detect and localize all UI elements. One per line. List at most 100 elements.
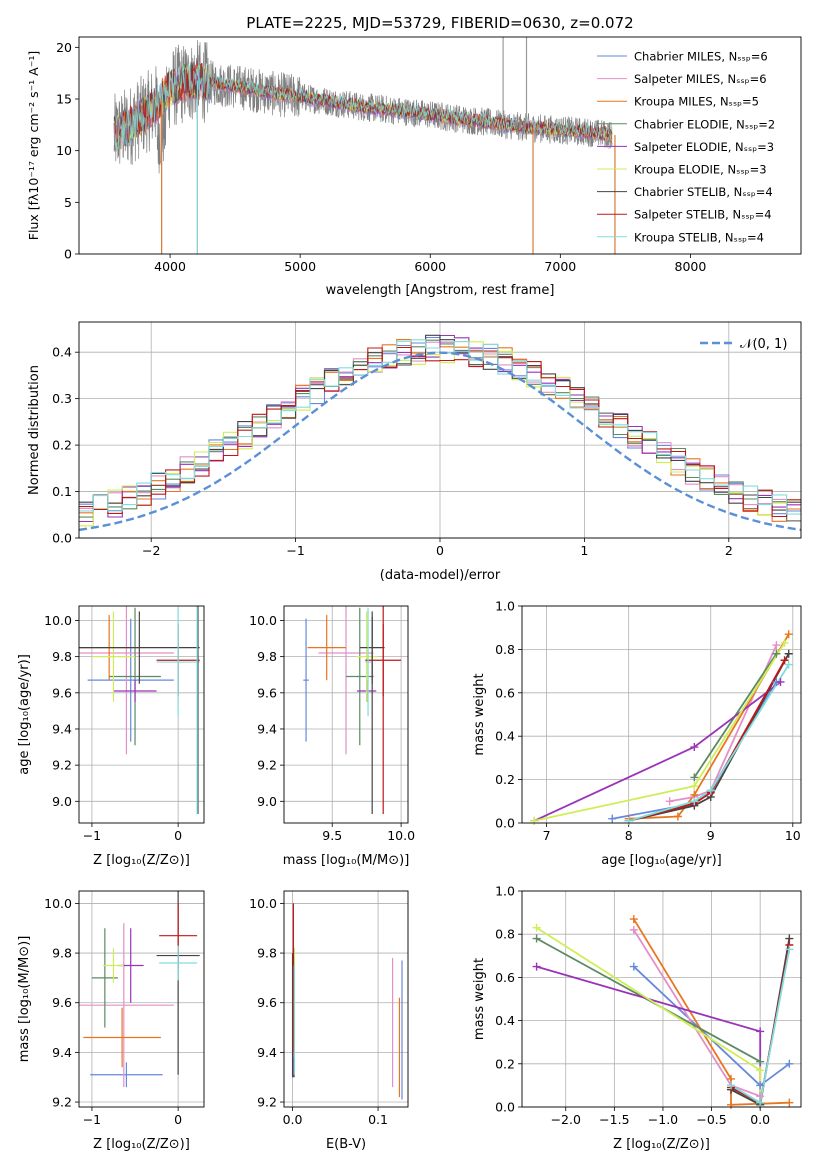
age_vs_mass-xlabel: mass [log₁₀(M/M⊙)]	[283, 853, 410, 868]
x-tick-label: −1	[83, 828, 101, 843]
y-tick-label: 9.0	[257, 794, 277, 809]
spectrum-model-line	[113, 59, 613, 148]
y-tick-label: 5	[64, 195, 72, 210]
axes-frame	[521, 890, 802, 1108]
weight-marker	[772, 649, 781, 658]
weight-line	[669, 644, 778, 803]
weight-marker	[629, 962, 638, 971]
mass_vs_ebv-points	[291, 903, 403, 1100]
weight_vs_Z-panel: −2.0 −1.5 −1.0 −0.5 0.0 0.0 0.2 0.4 0.6 0.8 1.0 Z […	[472, 884, 802, 1152]
weight-marker	[532, 923, 541, 932]
weight-marker	[780, 638, 789, 647]
x-tick-label: 0.0	[750, 1112, 770, 1127]
residuals-ylabel: Normed distribution	[27, 365, 42, 495]
y-tick-label: 20	[56, 40, 72, 55]
y-tick-label: 0.0	[495, 1100, 515, 1115]
x-tick-label: 9.5	[322, 828, 342, 843]
x-tick-label: 4000	[154, 259, 186, 274]
x-tick-label: 10	[785, 828, 801, 843]
legend-label: Chabrier MILES, Nₛₛₚ=6	[634, 50, 768, 64]
spectrum-ylabel: Flux [fλ10⁻¹⁷ erg cm⁻² s⁻¹ A⁻¹]	[26, 51, 41, 240]
weight-marker	[532, 934, 541, 943]
y-tick-label: 0.2	[52, 438, 72, 453]
weight-marker	[665, 797, 674, 806]
y-tick-label: 0.2	[495, 772, 515, 787]
y-tick-label: 0.4	[495, 729, 515, 744]
y-tick-label: 9.0	[52, 794, 72, 809]
weight-marker	[780, 656, 789, 665]
weight-marker	[624, 816, 633, 825]
y-tick-label: 9.8	[257, 946, 277, 961]
y-tick-label: 0.3	[52, 391, 72, 406]
x-tick-label: 6000	[414, 259, 446, 274]
x-tick-label: −0.5	[696, 1112, 726, 1127]
x-tick-label: 0.1	[368, 1112, 388, 1127]
histogram-line	[79, 339, 801, 515]
weight-marker	[784, 660, 793, 669]
y-tick-label: 10.0	[249, 896, 277, 911]
spectrum-model-line	[113, 61, 613, 151]
x-tick-label: −1.0	[648, 1112, 678, 1127]
spectrum-data	[113, 37, 616, 254]
age_vs_mass-points	[303, 606, 402, 814]
axes-frame	[283, 605, 409, 824]
weight-marker	[756, 1027, 765, 1036]
y-tick-label: 9.4	[257, 721, 277, 736]
x-tick-label: 7000	[544, 259, 576, 274]
legend-label: Salpeter MILES, Nₛₛₚ=6	[634, 72, 767, 86]
x-tick-label: 1	[580, 543, 588, 558]
x-tick-label: −1	[286, 543, 304, 558]
y-tick-label: 9.6	[257, 685, 277, 700]
weight-line	[628, 653, 790, 822]
y-tick-label: 9.4	[257, 1045, 277, 1060]
mass_vs_ebv-xlabel: E(B-V)	[326, 1137, 366, 1152]
weight-marker	[690, 797, 699, 806]
weight-marker	[727, 1081, 736, 1090]
x-tick-label: 0	[174, 828, 182, 843]
weight_vs_age-panel: 7 8 9 10 0.0 0.2 0.4 0.6 0.8 1.0 age [log₁₀(age/yr…	[472, 599, 802, 868]
weight_vs_Z-ylabel: mass weight	[472, 958, 487, 1040]
weight_vs_age-xlabel: age [log₁₀(age/yr)]	[601, 853, 722, 868]
y-tick-label: 9.2	[52, 1095, 72, 1110]
x-tick-label: 5000	[284, 259, 316, 274]
weight-marker	[690, 743, 699, 752]
mass_vs_Z-xlabel: Z [log₁₀(Z/Z⊙)]	[93, 1137, 190, 1152]
age_vs_Z-ylabel: age [log₁₀(age/yr)]	[17, 654, 32, 775]
spectrum-xlabel: wavelength [Angstrom, rest frame]	[326, 283, 555, 298]
spectrum-legend: Chabrier MILES, Nₛₛₚ=6 Salpeter MILES, Nₛ…	[597, 50, 775, 244]
y-tick-label: 0.6	[495, 970, 515, 985]
y-tick-label: 9.2	[52, 758, 72, 773]
y-tick-label: 1.0	[495, 884, 515, 899]
weight-marker	[530, 816, 539, 825]
legend-label: 𝒩(0, 1)	[740, 337, 787, 352]
y-tick-label: 1.0	[495, 599, 515, 614]
weight-marker	[673, 812, 682, 821]
histogram-line	[79, 346, 801, 518]
age_vs_Z-points	[79, 606, 200, 814]
weight-marker	[756, 1066, 765, 1075]
legend-label: Chabrier ELODIE, Nₛₛₚ=2	[634, 117, 775, 131]
y-tick-label: 0.8	[495, 642, 515, 657]
spectrum-panel: 4000 5000 6000 7000 8000 0 5 10 15 20 PLATE=2225, …	[26, 14, 802, 298]
x-tick-label: 8000	[675, 259, 707, 274]
weight-marker	[608, 814, 617, 823]
x-tick-label: 10.0	[387, 828, 415, 843]
y-tick-label: 9.4	[52, 1045, 72, 1060]
weight-marker	[690, 782, 699, 791]
weight-marker	[784, 630, 793, 639]
axes-frame	[78, 321, 802, 539]
spectrum-title: PLATE=2225, MJD=53729, FIBERID=0630, z=0…	[246, 14, 633, 32]
weight_vs_Z-xlabel: Z [log₁₀(Z/Z⊙)]	[613, 1137, 710, 1152]
x-tick-label: −1	[83, 1112, 101, 1127]
weight-marker	[785, 1098, 794, 1107]
y-tick-label: 0.1	[52, 484, 72, 499]
weight-marker	[756, 1057, 765, 1066]
axes-frame	[78, 890, 205, 1108]
y-tick-label: 10	[56, 143, 72, 158]
y-tick-label: 0.8	[495, 927, 515, 942]
weight-marker	[756, 1098, 765, 1107]
y-tick-label: 10.0	[249, 613, 277, 628]
y-tick-label: 0	[64, 247, 72, 262]
weight-marker	[772, 641, 781, 650]
